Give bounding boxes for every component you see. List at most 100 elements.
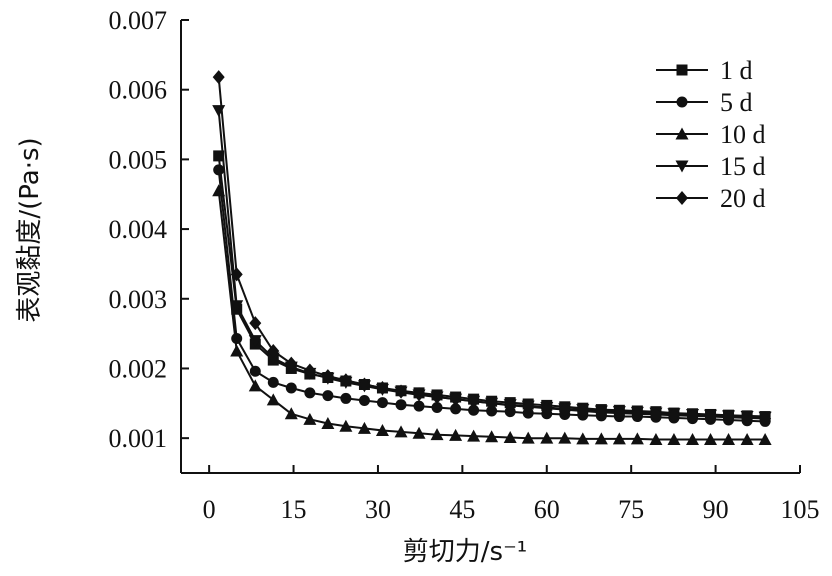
- x-tick-label: 45: [449, 495, 475, 524]
- data-point-5d: [340, 392, 352, 404]
- data-point-10d: [248, 379, 262, 392]
- data-point-20d: [667, 408, 680, 423]
- legend-label: 10 d: [720, 120, 766, 149]
- y-tick-label: 0.004: [109, 215, 168, 244]
- x-tick-label: 0: [203, 495, 216, 524]
- x-tick-label: 90: [703, 495, 729, 524]
- data-point-20d: [212, 70, 225, 85]
- data-point-10d: [303, 412, 317, 425]
- legend: 1 d 5 d 10 d 15 d 20 d: [656, 56, 766, 213]
- data-point-20d: [522, 399, 535, 414]
- series-line-15d: [217, 110, 766, 419]
- x-tick-label: 60: [534, 495, 560, 524]
- legend-item-5d: 5 d: [656, 88, 753, 117]
- data-point-10d: [503, 430, 517, 443]
- series-1d: [213, 150, 771, 423]
- legend-marker-5d: [676, 96, 688, 108]
- data-point-20d: [431, 390, 444, 405]
- data-point-5d: [285, 382, 297, 394]
- x-tick-label: 15: [281, 495, 307, 524]
- axes: 0.001 0.002 0.003 0.004 0.005 0.006 0.007 0 15 30…: [109, 6, 820, 524]
- data-point-10d: [412, 426, 426, 439]
- data-point-20d: [267, 344, 280, 359]
- data-point-10d: [430, 428, 444, 441]
- data-point-5d: [431, 401, 443, 413]
- data-point-10d: [212, 184, 226, 197]
- legend-label: 20 d: [720, 184, 766, 213]
- data-point-5d: [486, 405, 498, 417]
- data-point-20d: [285, 356, 298, 371]
- data-point-10d: [758, 433, 772, 446]
- data-point-5d: [231, 332, 243, 344]
- legend-marker-15d: [675, 160, 689, 173]
- y-tick-label: 0.007: [109, 6, 168, 35]
- legend-item-20d: 20 d: [656, 184, 766, 213]
- data-point-20d: [759, 411, 772, 426]
- data-point-10d: [649, 433, 663, 446]
- data-point-1d: [213, 150, 225, 162]
- x-tick-label: 105: [781, 495, 820, 524]
- series-5d: [213, 164, 771, 427]
- data-point-20d: [230, 267, 243, 282]
- data-point-5d: [249, 365, 261, 377]
- data-point-10d: [740, 433, 754, 446]
- data-point-10d: [230, 344, 244, 357]
- data-point-20d: [467, 394, 480, 409]
- data-point-10d: [485, 430, 499, 443]
- data-point-10d: [540, 431, 554, 444]
- data-point-10d: [558, 431, 572, 444]
- data-point-10d: [266, 393, 280, 406]
- y-tick-label: 0.006: [109, 76, 168, 105]
- data-point-20d: [722, 410, 735, 425]
- data-point-20d: [741, 410, 754, 425]
- data-point-20d: [631, 406, 644, 421]
- data-point-5d: [468, 404, 480, 416]
- data-point-10d: [594, 432, 608, 445]
- data-point-20d: [613, 406, 626, 421]
- y-tick-label: 0.001: [109, 424, 168, 453]
- series-15d: [212, 105, 772, 424]
- data-point-10d: [521, 431, 535, 444]
- data-point-10d: [704, 433, 718, 446]
- legend-marker-1d: [676, 64, 688, 76]
- data-point-20d: [395, 384, 408, 399]
- series-20d: [212, 70, 772, 426]
- series-layer: [212, 70, 772, 446]
- data-point-10d: [339, 419, 353, 432]
- data-point-10d: [722, 433, 736, 446]
- data-point-15d: [230, 300, 244, 313]
- data-point-20d: [504, 398, 517, 413]
- data-point-20d: [339, 373, 352, 388]
- data-point-20d: [376, 380, 389, 395]
- data-point-10d: [394, 425, 408, 438]
- data-point-5d: [304, 387, 316, 399]
- data-point-10d: [284, 407, 298, 420]
- data-point-20d: [686, 408, 699, 423]
- data-point-20d: [540, 401, 553, 416]
- y-tick-label: 0.002: [109, 354, 168, 383]
- data-point-10d: [667, 433, 681, 446]
- data-point-15d: [212, 105, 226, 118]
- legend-item-15d: 15 d: [656, 152, 766, 181]
- series-10d: [212, 184, 772, 446]
- data-point-20d: [249, 316, 262, 331]
- data-point-10d: [449, 428, 463, 441]
- x-axis-title: 剪切力/s⁻¹: [403, 537, 527, 567]
- data-point-20d: [595, 405, 608, 420]
- y-tick-label: 0.003: [109, 285, 168, 314]
- legend-item-1d: 1 d: [656, 56, 753, 85]
- data-point-20d: [449, 392, 462, 407]
- data-point-10d: [375, 423, 389, 436]
- data-point-5d: [413, 400, 425, 412]
- data-point-20d: [576, 403, 589, 418]
- data-point-15d: [266, 352, 280, 365]
- data-point-10d: [630, 432, 644, 445]
- y-axis-title: 表观黏度/(Pa·s): [15, 137, 45, 322]
- data-point-20d: [321, 369, 334, 384]
- data-point-20d: [558, 402, 571, 417]
- series-line-5d: [217, 169, 766, 423]
- data-point-5d: [395, 399, 407, 411]
- legend-label: 5 d: [720, 88, 753, 117]
- data-point-15d: [248, 335, 262, 348]
- x-tick-label: 75: [618, 495, 644, 524]
